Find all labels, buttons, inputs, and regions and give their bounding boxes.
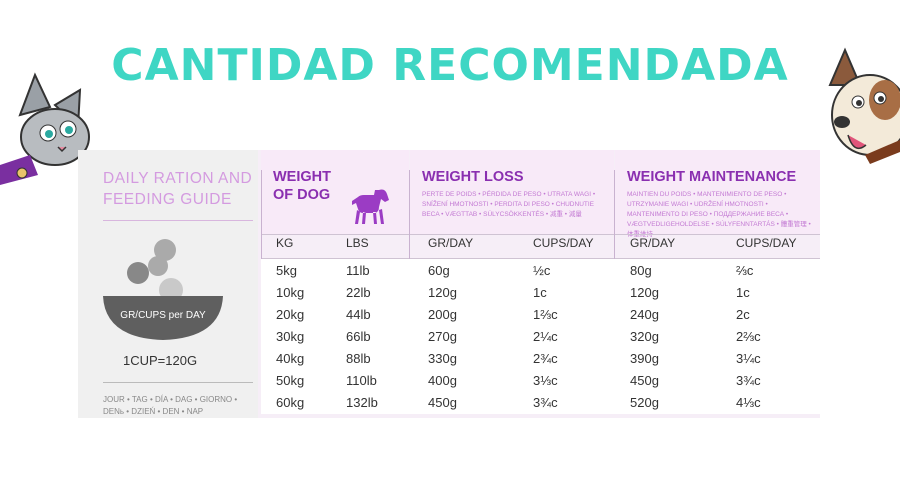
loss-cups-cell: 1c xyxy=(533,285,547,300)
column-header-maint-cups: CUPS/DAY xyxy=(736,236,797,250)
bowl-label: GR/CUPS per DAY xyxy=(120,310,206,321)
loss-gr-cell: 330g xyxy=(428,351,457,366)
weight-loss-translations: PERTE DE POIDS • PÉRDIDA DE PESO • UTRAT… xyxy=(422,191,596,218)
dog-silhouette-icon xyxy=(352,189,389,224)
loss-gr-cell: 400g xyxy=(428,373,457,388)
guide-title-line2: FEEDING GUIDE xyxy=(103,191,232,208)
dog-illustration xyxy=(828,47,900,164)
loss-gr-cell: 270g xyxy=(428,329,457,344)
maint-gr-cell: 450g xyxy=(630,373,659,388)
lbs-cell: 22lb xyxy=(346,285,371,300)
feeding-guide-table: DAILY RATION AND FEEDING GUIDE GR/CUPS p… xyxy=(78,150,820,418)
column-header-loss-gr: GR/DAY xyxy=(428,236,474,250)
table-row: 60kg 132lb 450g 3¾c 520g 4⅓c xyxy=(261,391,820,413)
loss-cups-cell: 3¾c xyxy=(533,395,558,410)
table-row: 50kg 110lb 400g 3⅓c 450g 3¾c xyxy=(261,369,820,391)
kg-cell: 5kg xyxy=(276,263,297,278)
maint-cups-cell: 4⅓c xyxy=(736,395,761,410)
maint-cups-cell: 3¾c xyxy=(736,373,761,388)
weight-maintenance-title: WEIGHT MAINTENANCE xyxy=(627,169,797,185)
loss-gr-cell: 200g xyxy=(428,307,457,322)
weight-header-title: WEIGHT OF DOG xyxy=(273,168,331,204)
weight-maintenance-translations: MAINTIEN DU POIDS • MANTENIMIENTO DE PES… xyxy=(627,191,811,238)
table-row: 40kg 88lb 330g 2¾c 390g 3¼c xyxy=(261,347,820,369)
maint-gr-cell: 240g xyxy=(630,307,659,322)
divider xyxy=(261,258,820,259)
weight-header-line2: OF DOG xyxy=(273,187,331,203)
lbs-cell: 132lb xyxy=(346,395,378,410)
lbs-cell: 44lb xyxy=(346,307,371,322)
column-header-kg: KG xyxy=(276,236,294,250)
maint-gr-cell: 520g xyxy=(630,395,659,410)
maint-cups-cell: 3¼c xyxy=(736,351,761,366)
table-row: 20kg 44lb 200g 1⅔c 240g 2c xyxy=(261,303,820,325)
guide-title: DAILY RATION AND FEEDING GUIDE xyxy=(103,168,258,210)
maint-gr-cell: 80g xyxy=(630,263,652,278)
lbs-cell: 110lb xyxy=(346,373,377,388)
weight-loss-title: WEIGHT LOSS xyxy=(422,169,524,185)
maint-gr-cell: 320g xyxy=(630,329,659,344)
loss-cups-cell: 3⅓c xyxy=(533,373,558,388)
lbs-cell: 11lb xyxy=(346,263,370,278)
loss-cups-cell: ½c xyxy=(533,263,551,278)
divider xyxy=(103,220,253,221)
weight-of-dog-header: WEIGHT OF DOG xyxy=(261,150,409,234)
lbs-cell: 88lb xyxy=(346,351,371,366)
guide-panel: DAILY RATION AND FEEDING GUIDE GR/CUPS p… xyxy=(78,150,258,418)
column-header-lbs: LBS xyxy=(346,236,369,250)
languages-note: JOUR • TAG • DÍA • DAG • GIORNO • DENь •… xyxy=(103,395,238,416)
cup-equivalence: 1CUP=120G xyxy=(123,353,198,368)
weight-loss-header: WEIGHT LOSS PERTE DE POIDS • PÉRDIDA DE … xyxy=(410,150,614,234)
kg-cell: 10kg xyxy=(276,285,305,300)
page-title: CANTIDAD RECOMENDADA xyxy=(111,40,789,91)
table-row: 30kg 66lb 270g 2¼c 320g 2⅔c xyxy=(261,325,820,347)
maint-cups-cell: ⅔c xyxy=(736,263,754,278)
kg-cell: 60kg xyxy=(276,395,305,410)
lbs-cell: 66lb xyxy=(346,329,371,344)
cat-illustration xyxy=(0,72,90,185)
loss-gr-cell: 120g xyxy=(428,285,457,300)
divider xyxy=(261,234,820,235)
kg-cell: 20kg xyxy=(276,307,305,322)
table-row: 10kg 22lb 120g 1c 120g 1c xyxy=(261,281,820,303)
kg-cell: 40kg xyxy=(276,351,305,366)
loss-cups-cell: 1⅔c xyxy=(533,307,558,322)
column-header-maint-gr: GR/DAY xyxy=(630,236,676,250)
loss-gr-cell: 60g xyxy=(428,263,450,278)
maint-gr-cell: 390g xyxy=(630,351,659,366)
maint-cups-cell: 2c xyxy=(736,307,750,322)
loss-cups-cell: 2¼c xyxy=(533,329,558,344)
loss-gr-cell: 450g xyxy=(428,395,457,410)
loss-cups-cell: 2¾c xyxy=(533,351,558,366)
divider xyxy=(103,382,253,383)
kg-cell: 30kg xyxy=(276,329,305,344)
kg-cell: 50kg xyxy=(276,373,305,388)
column-header-loss-cups: CUPS/DAY xyxy=(533,236,594,250)
table-body: 5kg 11lb 60g ½c 80g ⅔c 10kg 22lb 120g 1c… xyxy=(261,259,820,414)
maint-cups-cell: 1c xyxy=(736,285,750,300)
food-bowl-icon: GR/CUPS per DAY xyxy=(103,239,223,340)
weight-maintenance-header: WEIGHT MAINTENANCE MAINTIEN DU POIDS • M… xyxy=(615,150,820,238)
maint-gr-cell: 120g xyxy=(630,285,659,300)
maint-cups-cell: 2⅔c xyxy=(736,329,761,344)
table-row: 5kg 11lb 60g ½c 80g ⅔c xyxy=(261,259,820,281)
weight-header-line1: WEIGHT xyxy=(273,169,331,185)
guide-title-line1: DAILY RATION AND xyxy=(103,170,253,187)
